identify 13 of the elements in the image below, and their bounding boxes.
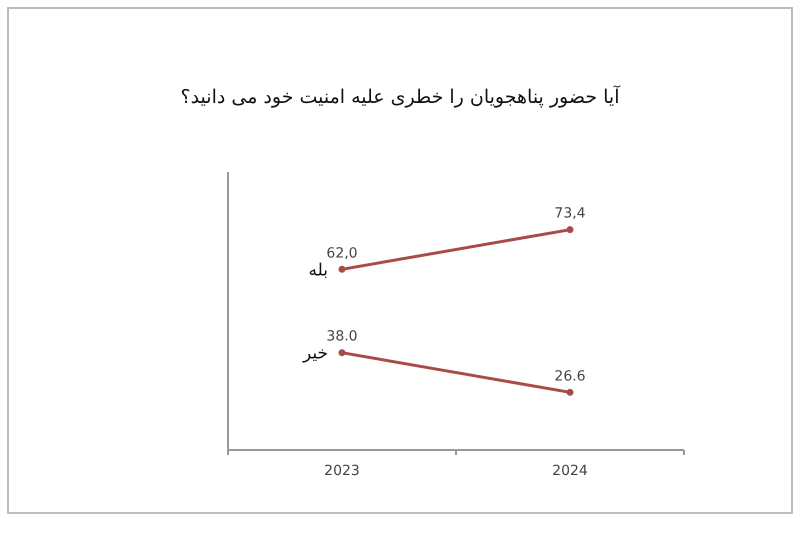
data-label: 73,4 <box>554 206 586 222</box>
data-label: 26.6 <box>554 368 586 384</box>
chart-title: آیا حضور پناهجویان را خطری علیه امنیت خود می دانید؟ <box>180 85 620 108</box>
point <box>338 266 346 273</box>
point <box>566 388 574 396</box>
point <box>566 226 574 234</box>
series-label: بله <box>308 260 328 280</box>
series-label: خیر <box>302 344 328 364</box>
x-tick-label: 2023 <box>324 463 360 479</box>
x-tick-label: 2024 <box>552 463 588 479</box>
data-label: 62,0 <box>326 245 358 262</box>
data-label: 38.0 <box>326 328 358 345</box>
point <box>338 349 346 356</box>
